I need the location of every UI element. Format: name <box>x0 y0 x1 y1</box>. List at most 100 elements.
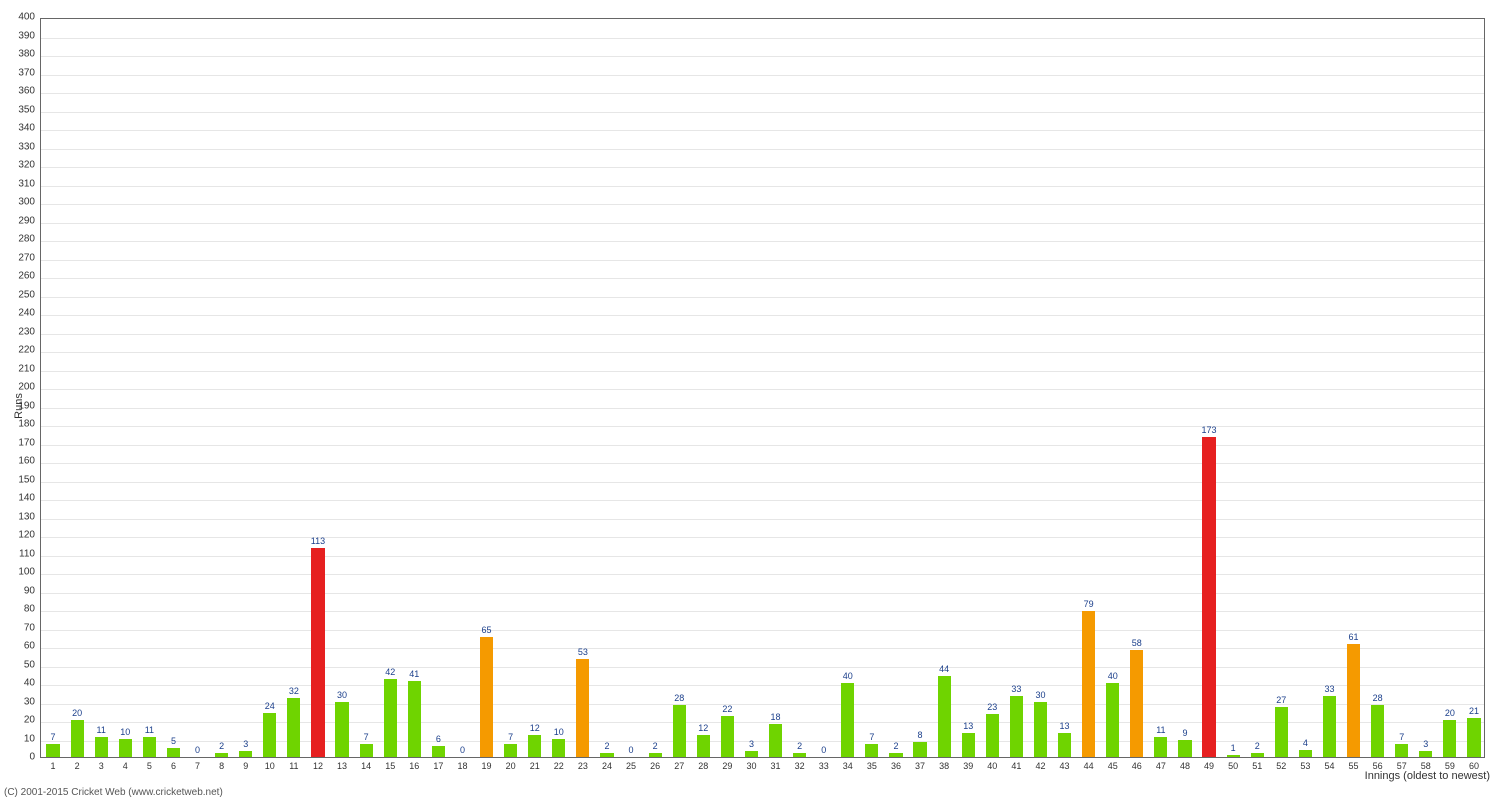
bar-value-label: 13 <box>1060 721 1070 731</box>
xtick-label: 12 <box>313 757 323 771</box>
grid-line <box>41 371 1484 372</box>
bar <box>384 679 397 757</box>
xtick-label: 28 <box>698 757 708 771</box>
bar-value-label: 58 <box>1132 638 1142 648</box>
xtick-label: 37 <box>915 757 925 771</box>
bar-value-label: 2 <box>797 741 802 751</box>
xtick-label: 11 <box>289 757 298 771</box>
bar-value-label: 3 <box>243 739 248 749</box>
bar-value-label: 30 <box>337 690 347 700</box>
bar <box>119 739 132 758</box>
ytick-label: 100 <box>18 567 41 578</box>
bar-value-label: 53 <box>578 647 588 657</box>
ytick-label: 80 <box>24 604 41 615</box>
ytick-label: 240 <box>18 308 41 319</box>
bar <box>167 748 180 757</box>
grid-line <box>41 574 1484 575</box>
grid-line <box>41 278 1484 279</box>
grid-line <box>41 630 1484 631</box>
bar-value-label: 12 <box>698 723 708 733</box>
xtick-label: 51 <box>1252 757 1262 771</box>
ytick-label: 250 <box>18 289 41 300</box>
grid-line <box>41 704 1484 705</box>
grid-line <box>41 297 1484 298</box>
bar-value-label: 3 <box>1423 739 1428 749</box>
grid-line <box>41 519 1484 520</box>
bar-value-label: 2 <box>893 741 898 751</box>
ytick-label: 350 <box>18 104 41 115</box>
xtick-label: 22 <box>554 757 564 771</box>
ytick-label: 60 <box>24 641 41 652</box>
bar-value-label: 10 <box>120 727 130 737</box>
xtick-label: 56 <box>1373 757 1383 771</box>
ytick-label: 270 <box>18 252 41 263</box>
xtick-label: 60 <box>1469 757 1479 771</box>
grid-line <box>41 648 1484 649</box>
ytick-label: 90 <box>24 585 41 596</box>
bar <box>408 681 421 757</box>
xtick-label: 6 <box>171 757 176 771</box>
xtick-label: 31 <box>771 757 781 771</box>
xtick-label: 38 <box>939 757 949 771</box>
ytick-label: 260 <box>18 271 41 282</box>
xtick-label: 27 <box>674 757 684 771</box>
bar <box>95 737 108 757</box>
bar-value-label: 24 <box>265 701 275 711</box>
bar-value-label: 42 <box>385 667 395 677</box>
bar-value-label: 113 <box>311 536 325 546</box>
bar-value-label: 20 <box>1445 708 1455 718</box>
copyright-text: (C) 2001-2015 Cricket Web (www.cricketwe… <box>4 787 223 798</box>
ytick-label: 370 <box>18 67 41 78</box>
y-axis-label: Runs <box>13 393 25 419</box>
ytick-label: 320 <box>18 160 41 171</box>
grid-line <box>41 75 1484 76</box>
bar <box>1106 683 1119 757</box>
bar-value-label: 2 <box>1255 741 1260 751</box>
bar <box>1082 611 1095 757</box>
bar-value-label: 10 <box>554 727 564 737</box>
bar-value-label: 27 <box>1276 695 1286 705</box>
xtick-label: 46 <box>1132 757 1142 771</box>
bar <box>1299 750 1312 757</box>
ytick-label: 120 <box>18 530 41 541</box>
bar <box>432 746 445 757</box>
grid-line <box>41 445 1484 446</box>
grid-line <box>41 482 1484 483</box>
ytick-label: 380 <box>18 49 41 60</box>
grid-line <box>41 722 1484 723</box>
grid-line <box>41 593 1484 594</box>
xtick-label: 3 <box>99 757 104 771</box>
bar <box>1058 733 1071 757</box>
bar-value-label: 41 <box>409 669 419 679</box>
bar-value-label: 0 <box>195 745 200 755</box>
bar-value-label: 13 <box>963 721 973 731</box>
bar-value-label: 33 <box>1324 684 1334 694</box>
bar-value-label: 7 <box>1399 732 1404 742</box>
xtick-label: 33 <box>819 757 829 771</box>
bar <box>46 744 59 757</box>
xtick-label: 9 <box>243 757 248 771</box>
grid-line <box>41 389 1484 390</box>
ytick-label: 300 <box>18 197 41 208</box>
bar-value-label: 11 <box>145 725 154 735</box>
ytick-label: 130 <box>18 511 41 522</box>
grid-line <box>41 426 1484 427</box>
ytick-label: 210 <box>18 363 41 374</box>
grid-line <box>41 167 1484 168</box>
xtick-label: 14 <box>361 757 371 771</box>
ytick-label: 290 <box>18 215 41 226</box>
bar-value-label: 5 <box>171 736 176 746</box>
bar <box>1395 744 1408 757</box>
bar <box>697 735 710 757</box>
ytick-label: 180 <box>18 419 41 430</box>
xtick-label: 55 <box>1349 757 1359 771</box>
xtick-label: 24 <box>602 757 612 771</box>
bar <box>962 733 975 757</box>
bar <box>986 714 999 757</box>
xtick-label: 52 <box>1276 757 1286 771</box>
ytick-label: 160 <box>18 456 41 467</box>
bar-value-label: 12 <box>530 723 540 733</box>
xtick-label: 59 <box>1445 757 1455 771</box>
bar-value-label: 33 <box>1011 684 1021 694</box>
bar <box>552 739 565 758</box>
